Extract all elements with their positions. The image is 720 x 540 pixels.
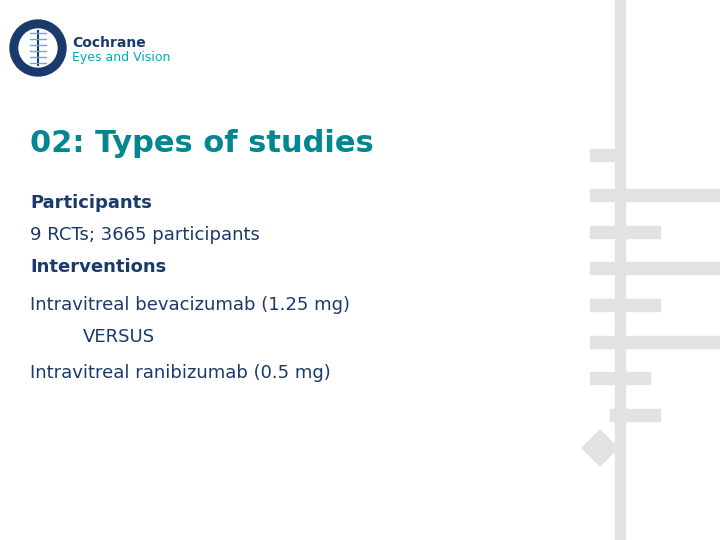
Polygon shape (582, 430, 618, 466)
Text: Intravitreal ranibizumab (0.5 mg): Intravitreal ranibizumab (0.5 mg) (30, 363, 331, 382)
Text: Eyes and Vision: Eyes and Vision (72, 51, 171, 64)
Circle shape (19, 29, 57, 67)
Text: Participants: Participants (30, 193, 152, 212)
Text: Cochrane: Cochrane (72, 36, 145, 50)
Circle shape (10, 20, 66, 76)
Bar (610, 409, 660, 421)
Text: 9 RCTs; 3665 participants: 9 RCTs; 3665 participants (30, 226, 260, 244)
Bar (590, 149, 620, 161)
Bar (590, 336, 720, 348)
Bar (590, 189, 720, 201)
Bar (590, 262, 720, 274)
Bar (590, 299, 660, 311)
Text: 02: Types of studies: 02: Types of studies (30, 129, 374, 158)
Text: VERSUS: VERSUS (83, 328, 155, 347)
Bar (590, 226, 660, 238)
Text: Intravitreal bevacizumab (1.25 mg): Intravitreal bevacizumab (1.25 mg) (30, 296, 350, 314)
Bar (615, 0, 625, 540)
Text: Interventions: Interventions (30, 258, 166, 276)
Bar (590, 372, 650, 384)
